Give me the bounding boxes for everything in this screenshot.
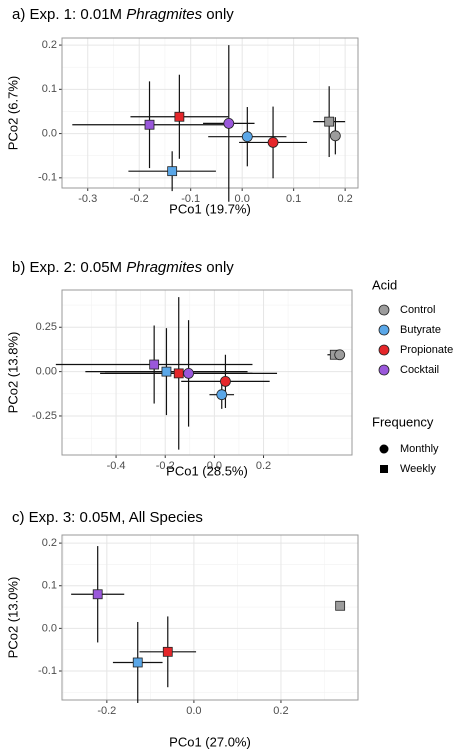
x-tick-label: -0.1 (181, 193, 200, 205)
marker-circle (267, 137, 279, 148)
x-axis-label: PCo1 (28.5%) (166, 463, 248, 478)
x-axis-label: PCo1 (27.0%) (169, 734, 251, 749)
y-tick-label: 0.2 (42, 39, 57, 51)
plot-border (61, 37, 359, 189)
marker-circle (216, 389, 228, 401)
legend-key (380, 465, 388, 473)
x-tick-label: -0.2 (97, 705, 116, 717)
marker-circle (329, 130, 341, 142)
panel-title: a) Exp. 1: 0.01M Phragmites only (12, 6, 234, 23)
x-tick-label: 0.2 (256, 460, 271, 472)
marker-circle (241, 131, 253, 143)
marker-square (144, 119, 155, 130)
x-tick-label: 0.1 (286, 193, 301, 205)
plot-background (62, 38, 358, 188)
plot-background (62, 535, 358, 700)
marker-square (335, 600, 346, 611)
y-tick-label: 0.1 (42, 83, 57, 95)
marker-square (173, 368, 184, 379)
marker-circle (223, 117, 235, 129)
title-italic: Phragmites (126, 6, 202, 23)
x-axis-label: PCo1 (19.7%) (169, 201, 251, 216)
x-tick-label: 0.0 (235, 193, 250, 205)
y-axis-label: PCo2 (6.7%) (5, 76, 20, 150)
marker-square (132, 657, 143, 668)
y-tick-label: 0.0 (42, 127, 57, 139)
legend-title: Acid (372, 277, 397, 292)
plot-border (61, 289, 353, 456)
marker-square (162, 646, 173, 657)
legend-key (378, 344, 390, 356)
x-tick-label: 0.0 (186, 705, 201, 717)
y-tick-label: 0.2 (42, 537, 57, 549)
y-axis-label: PCo2 (13.8%) (5, 332, 20, 414)
marker-square (174, 111, 185, 122)
panel-title: c) Exp. 3: 0.05M, All Species (12, 509, 203, 526)
title-part: only (202, 6, 234, 23)
legend-label: Control (400, 304, 435, 316)
marker-circle (220, 375, 231, 387)
y-tick-label: 0.25 (36, 321, 57, 333)
legend-key (378, 364, 390, 376)
marker-square (149, 359, 160, 370)
title-part: a) Exp. 1: 0.01M (12, 6, 126, 23)
legend-key (379, 444, 389, 454)
title-part: only (202, 259, 234, 276)
marker-circle (183, 367, 194, 379)
marker-square (92, 589, 103, 600)
x-tick-label: 0.0 (207, 460, 222, 472)
legend-title: Frequency (372, 414, 434, 429)
title-italic: Phragmites (126, 259, 202, 276)
legend-label: Propionate (400, 344, 453, 356)
legend-label: Monthly (400, 443, 439, 455)
x-tick-label: 0.2 (337, 193, 352, 205)
legend-key (378, 304, 390, 316)
legend-label: Butyrate (400, 324, 441, 336)
y-tick-label: -0.1 (38, 172, 57, 184)
plot-border (61, 534, 359, 701)
y-tick-label: -0.1 (38, 665, 57, 677)
x-tick-label: 0.2 (273, 705, 288, 717)
marker-circle (334, 349, 346, 361)
legend-label: Cocktail (400, 364, 439, 376)
title-part: b) Exp. 2: 0.05M (12, 259, 126, 276)
panel-title: b) Exp. 2: 0.05M Phragmites only (12, 259, 234, 276)
legend-key (378, 324, 390, 336)
marker-square (167, 166, 178, 177)
marker-square (324, 116, 335, 127)
plot-background (62, 290, 352, 455)
x-tick-label: -0.2 (130, 193, 149, 205)
x-tick-label: -0.3 (78, 193, 97, 205)
y-tick-label: 0.00 (36, 366, 57, 378)
x-tick-label: -0.4 (107, 460, 126, 472)
marker-square (161, 366, 172, 377)
legend-label: Weekly (400, 463, 436, 475)
x-tick-label: -0.2 (156, 460, 175, 472)
y-tick-label: -0.25 (32, 410, 57, 422)
y-tick-label: 0.0 (42, 622, 57, 634)
y-tick-label: 0.1 (42, 580, 57, 592)
y-axis-label: PCo2 (13.0%) (5, 577, 20, 659)
